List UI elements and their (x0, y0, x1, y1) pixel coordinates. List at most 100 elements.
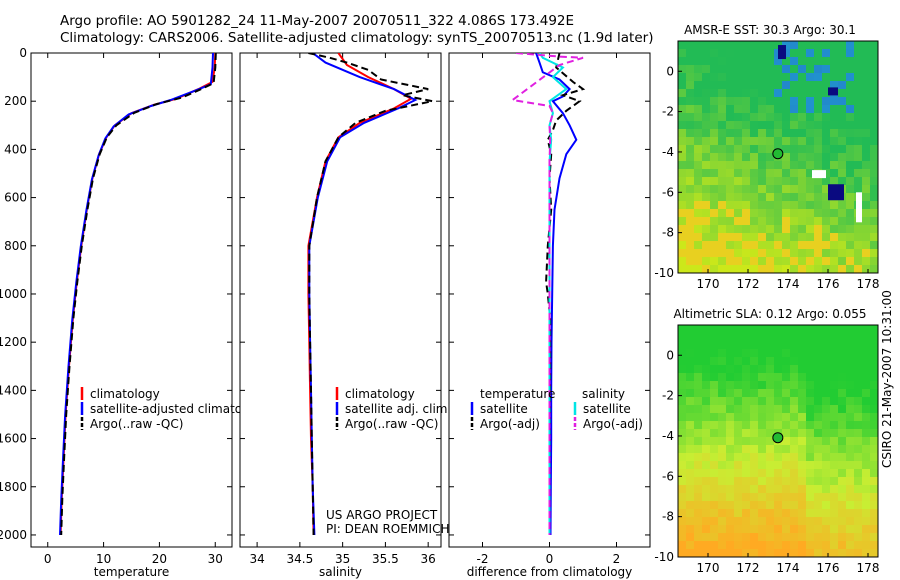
map-cell (814, 445, 822, 453)
map-cell (838, 541, 846, 549)
map-cell (678, 217, 686, 225)
map-cell (710, 397, 718, 405)
map-cell (758, 517, 766, 525)
map-cell (718, 509, 726, 517)
map-cell (838, 57, 846, 65)
map-cell (862, 177, 870, 185)
map-cell (766, 525, 774, 533)
map-cell (846, 193, 854, 201)
map-cell (702, 169, 710, 177)
y-tick-label: -8 (662, 510, 674, 524)
map-cell (726, 445, 734, 453)
map-cell (694, 225, 702, 233)
map-cell (758, 381, 766, 389)
map-cell (838, 49, 846, 57)
map-cell (782, 121, 790, 129)
map-cell (750, 209, 758, 217)
map-cell (798, 389, 806, 397)
map-cell (758, 405, 766, 413)
map-cell (854, 389, 862, 397)
map-cell (870, 97, 878, 105)
map-cell (862, 541, 870, 549)
map-cell (758, 509, 766, 517)
map-cell (782, 193, 790, 201)
map-cell (870, 177, 878, 185)
map-cell (766, 57, 774, 65)
map-cell (710, 437, 718, 445)
map-cell (726, 501, 734, 509)
map-cell (798, 437, 806, 445)
map-cell (710, 333, 718, 341)
map-cell (702, 113, 710, 121)
map-cell (798, 477, 806, 485)
map-cell (742, 105, 750, 113)
map-cell (750, 541, 758, 549)
map-cell (742, 493, 750, 501)
map-cell (790, 153, 798, 161)
series-line-blue (59, 53, 214, 536)
map-cell (822, 241, 830, 249)
map-cell (838, 73, 846, 81)
map-cell (686, 453, 694, 461)
map-cell (742, 201, 750, 209)
map-cell (750, 341, 758, 349)
map-cell (830, 65, 838, 73)
map-cell (838, 477, 846, 485)
map-cell (774, 405, 782, 413)
map-cell (814, 389, 822, 397)
map-cell (758, 145, 766, 153)
map-cell (854, 373, 862, 381)
map-cell (870, 445, 878, 453)
map-cell (766, 113, 774, 121)
map-cell (686, 169, 694, 177)
map-cell (782, 541, 790, 549)
map-cell (838, 265, 846, 273)
map-cell (862, 73, 870, 81)
map-cell (710, 541, 718, 549)
map-cell (726, 477, 734, 485)
map-cell (742, 41, 750, 49)
map-cell (686, 413, 694, 421)
map-cell (718, 41, 726, 49)
map-cell (822, 397, 830, 405)
map-cell (870, 437, 878, 445)
map-cell (758, 333, 766, 341)
map-cell (742, 177, 750, 185)
map-cell (814, 461, 822, 469)
map-cell (774, 389, 782, 397)
map-cell (814, 105, 822, 113)
map-cell (702, 137, 710, 145)
map-cell (750, 389, 758, 397)
map-cell (758, 113, 766, 121)
map-cell (838, 533, 846, 541)
map-cell (710, 373, 718, 381)
map-cell (742, 405, 750, 413)
map-cell (782, 249, 790, 257)
map-cell (846, 485, 854, 493)
map-cell (774, 193, 782, 201)
map-cell (718, 49, 726, 57)
map-cell (694, 357, 702, 365)
map-cell (790, 65, 798, 73)
map-cell (718, 405, 726, 413)
map-cell (774, 129, 782, 137)
map-cell (838, 421, 846, 429)
map-cell (750, 437, 758, 445)
map-cell (718, 541, 726, 549)
map-cell (774, 81, 782, 89)
map-cell (774, 105, 782, 113)
map-cell (838, 453, 846, 461)
map-cell (702, 161, 710, 169)
map-cell (718, 265, 726, 273)
map-cell (774, 381, 782, 389)
map-cell (766, 137, 774, 145)
map-cell (726, 81, 734, 89)
map-cell (734, 129, 742, 137)
map-cell (798, 397, 806, 405)
map-cell (782, 201, 790, 209)
map-cell (862, 161, 870, 169)
map-cell (830, 533, 838, 541)
map-cell (854, 169, 862, 177)
map-cell (854, 469, 862, 477)
map-cell (846, 137, 854, 145)
